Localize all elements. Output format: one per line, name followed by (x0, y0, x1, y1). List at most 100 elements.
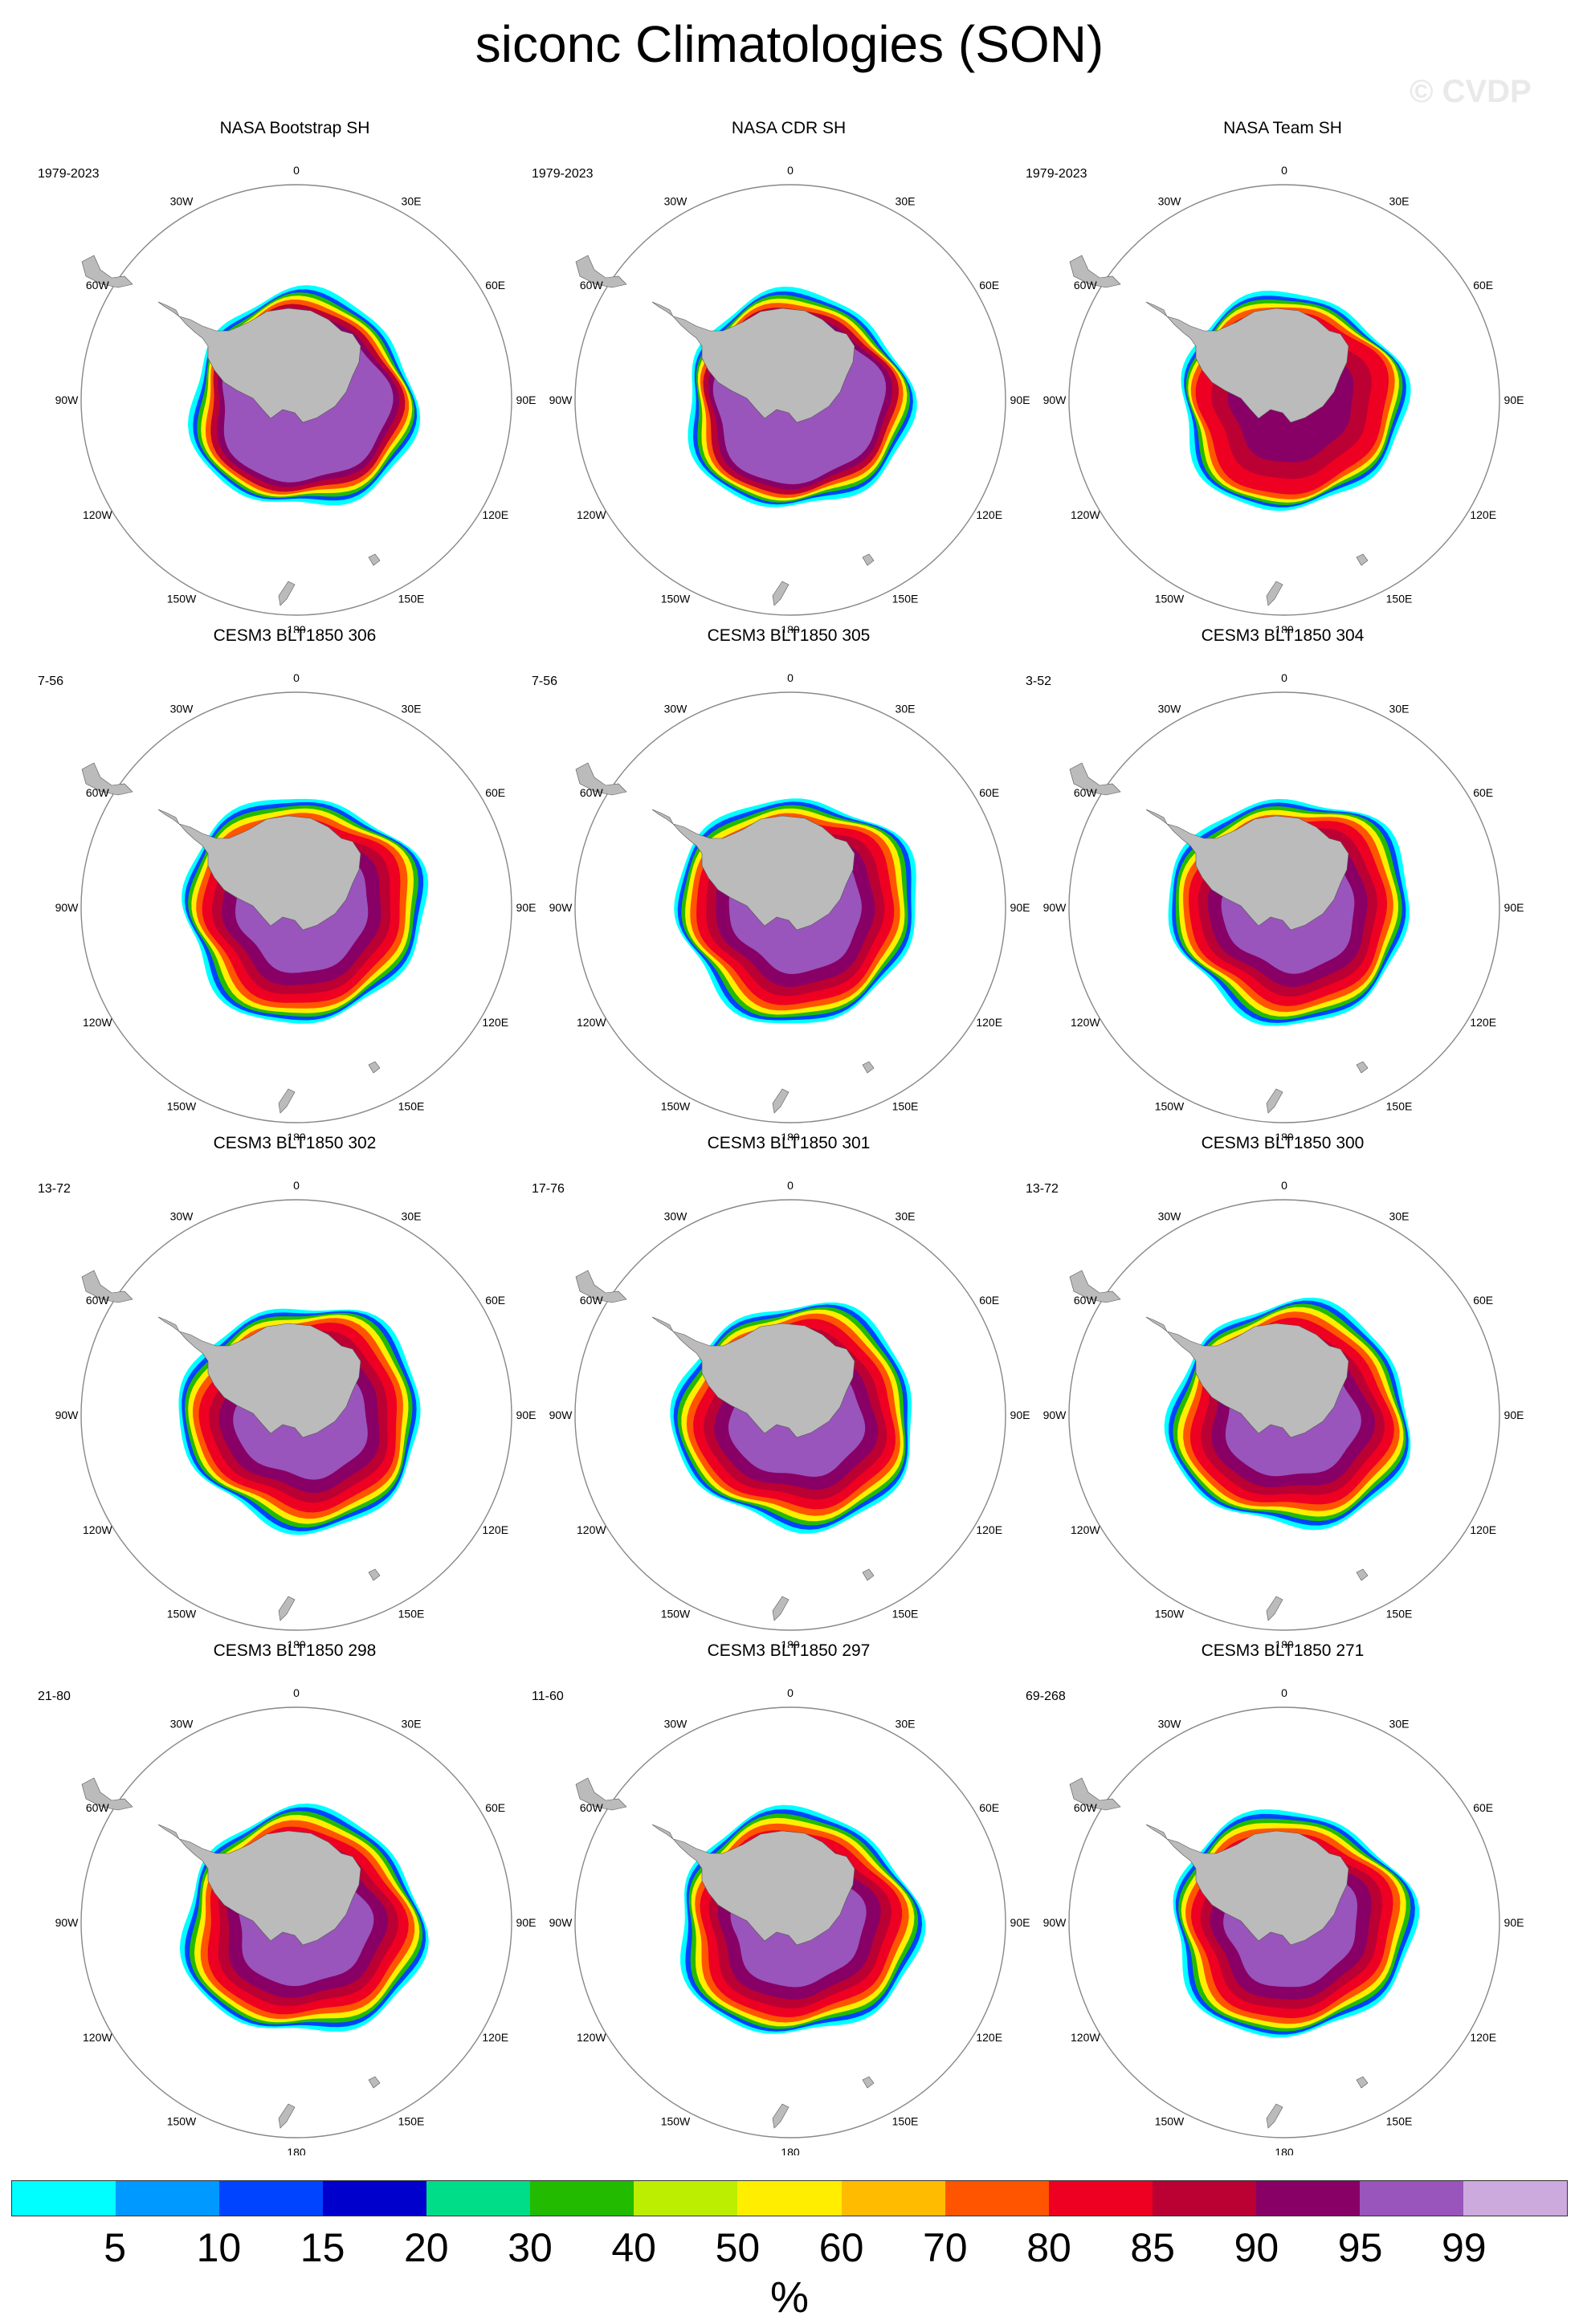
colorbar-segment (1359, 2181, 1463, 2216)
map-panel: NASA CDR SH 0 30E 60E 90E 120E 150E 180 150W 120W… (532, 119, 1046, 633)
panel-title: NASA Bootstrap SH (219, 119, 370, 137)
colorbar-label: 10 (196, 2225, 242, 2270)
longitude-tick-label: 30W (664, 1209, 688, 1222)
longitude-tick-label: 0 (1281, 1179, 1287, 1192)
longitude-tick-label: 120E (1470, 2031, 1496, 2044)
panel-title: CESM3 BLT1850 304 (1201, 626, 1365, 645)
south-america-landmass (575, 1270, 627, 1303)
longitude-tick-label: 150W (1155, 1608, 1185, 1621)
longitude-tick-label: 0 (787, 671, 794, 684)
longitude-tick-label: 180 (781, 623, 800, 633)
south-america-landmass (81, 762, 133, 796)
longitude-tick-label: 180 (1275, 2146, 1294, 2155)
longitude-tick-label: 60E (979, 786, 999, 799)
longitude-tick-label: 120W (83, 1523, 112, 1536)
polar-map: 0 30E 60E 90E 120E 150E 180 150W 120W 90W 60W 30W (549, 671, 1030, 1140)
longitude-tick-label: 180 (1275, 623, 1294, 633)
longitude-tick-label: 120W (1071, 1016, 1100, 1029)
longitude-tick-label: 120E (1470, 1523, 1496, 1536)
longitude-tick-label: 90E (1504, 393, 1524, 406)
antarctica-landmass (651, 301, 855, 423)
longitude-tick-label: 30E (1389, 1717, 1410, 1730)
map-panel: NASA Bootstrap SH 0 30E 60E 90E 120E 150E 180 15… (38, 119, 552, 633)
colorbar-segment (945, 2181, 1049, 2216)
antarctica-landmass (1145, 301, 1349, 423)
tasmania-landmass (1356, 553, 1369, 566)
panel-title: CESM3 BLT1850 305 (707, 626, 871, 645)
colorbar-segment (116, 2181, 220, 2216)
longitude-tick-label: 30W (170, 702, 194, 715)
new-zealand-landmass (278, 1088, 296, 1114)
panel-years: 69-268 (1026, 1690, 1066, 1703)
colorbar-unit: % (769, 2273, 810, 2322)
longitude-tick-label: 30E (896, 194, 916, 207)
panel-title: CESM3 BLT1850 301 (707, 1134, 871, 1152)
antarctica-landmass (651, 1316, 855, 1438)
longitude-tick-label: 180 (1275, 1131, 1294, 1140)
longitude-tick-label: 30E (896, 702, 916, 715)
antarctica-landmass (157, 301, 361, 423)
longitude-tick-label: 60E (1473, 279, 1493, 292)
longitude-tick-label: 60E (1473, 786, 1493, 799)
longitude-tick-label: 60W (580, 1294, 604, 1307)
longitude-tick-label: 30W (170, 194, 194, 207)
new-zealand-landmass (1266, 1596, 1283, 1621)
longitude-tick-label: 60E (485, 786, 505, 799)
longitude-tick-label: 120E (1470, 1016, 1496, 1029)
polar-map: 0 30E 60E 90E 120E 150E 180 150W 120W 90W 60W 30W (549, 164, 1030, 633)
longitude-tick-label: 90W (55, 901, 80, 914)
longitude-tick-label: 150E (1386, 593, 1413, 605)
map-panel: CESM3 BLT1850 305 0 30E 60E 90E 120E 150E 180 15… (532, 626, 1046, 1140)
longitude-tick-label: 0 (1281, 1686, 1287, 1699)
polar-map: 0 30E 60E 90E 120E 150E 180 150W 120W 90W 60W 30W (1043, 164, 1524, 633)
panel-years: 1979-2023 (532, 167, 594, 181)
longitude-tick-label: 60W (1074, 279, 1098, 292)
longitude-tick-label: 120W (577, 508, 606, 521)
longitude-tick-label: 0 (787, 1179, 794, 1192)
longitude-tick-label: 180 (781, 1131, 800, 1140)
panel-years: 13-72 (1026, 1182, 1059, 1196)
longitude-tick-label: 180 (287, 623, 306, 633)
polar-map: 0 30E 60E 90E 120E 150E 180 150W 120W 90W 60W 30W (1043, 1179, 1524, 1648)
longitude-tick-label: 90E (1010, 393, 1030, 406)
longitude-tick-label: 90W (1043, 393, 1067, 406)
colorbar-label: 80 (1026, 2225, 1071, 2270)
longitude-tick-label: 60W (1074, 1801, 1098, 1814)
polar-map: 0 30E 60E 90E 120E 150E 180 150W 120W 90W 60W 30W (55, 1179, 537, 1648)
longitude-tick-label: 120W (83, 1016, 112, 1029)
longitude-tick-label: 60W (580, 786, 604, 799)
new-zealand-landmass (1266, 1088, 1283, 1114)
longitude-tick-label: 30W (1158, 1209, 1182, 1222)
polar-map: 0 30E 60E 90E 120E 150E 180 150W 120W 90W 60W 30W (55, 671, 537, 1140)
panel-title: CESM3 BLT1850 297 (707, 1641, 871, 1660)
longitude-tick-label: 60E (979, 279, 999, 292)
longitude-tick-label: 60W (86, 1294, 110, 1307)
colorbar-segment (737, 2181, 842, 2216)
longitude-tick-label: 120W (1071, 2031, 1100, 2044)
antarctica-landmass (651, 1824, 855, 1946)
longitude-tick-label: 60W (1074, 1294, 1098, 1307)
colorbar-label: 99 (1441, 2225, 1487, 2270)
longitude-tick-label: 60W (580, 279, 604, 292)
longitude-tick-label: 0 (787, 1686, 794, 1699)
longitude-tick-label: 0 (1281, 164, 1287, 177)
new-zealand-landmass (772, 2103, 790, 2129)
panel-title: NASA CDR SH (731, 119, 847, 137)
longitude-tick-label: 60E (485, 1801, 505, 1814)
antarctica-landmass (1145, 1316, 1349, 1438)
panel-title: CESM3 BLT1850 300 (1201, 1134, 1365, 1152)
longitude-tick-label: 120E (976, 508, 1002, 521)
longitude-tick-label: 90E (516, 1916, 537, 1929)
longitude-tick-label: 150E (892, 1100, 919, 1113)
longitude-tick-label: 0 (787, 164, 794, 177)
colorbar (11, 2180, 1568, 2216)
longitude-tick-label: 90W (55, 393, 80, 406)
panel-title: CESM3 BLT1850 302 (213, 1134, 377, 1152)
longitude-tick-label: 0 (293, 1686, 300, 1699)
panel-years: 1979-2023 (1026, 167, 1087, 181)
longitude-tick-label: 60W (86, 1801, 110, 1814)
longitude-tick-label: 90E (516, 1409, 537, 1421)
longitude-tick-label: 30E (1389, 194, 1410, 207)
panel-title: CESM3 BLT1850 298 (213, 1641, 377, 1660)
panel-years: 21-80 (38, 1690, 71, 1703)
